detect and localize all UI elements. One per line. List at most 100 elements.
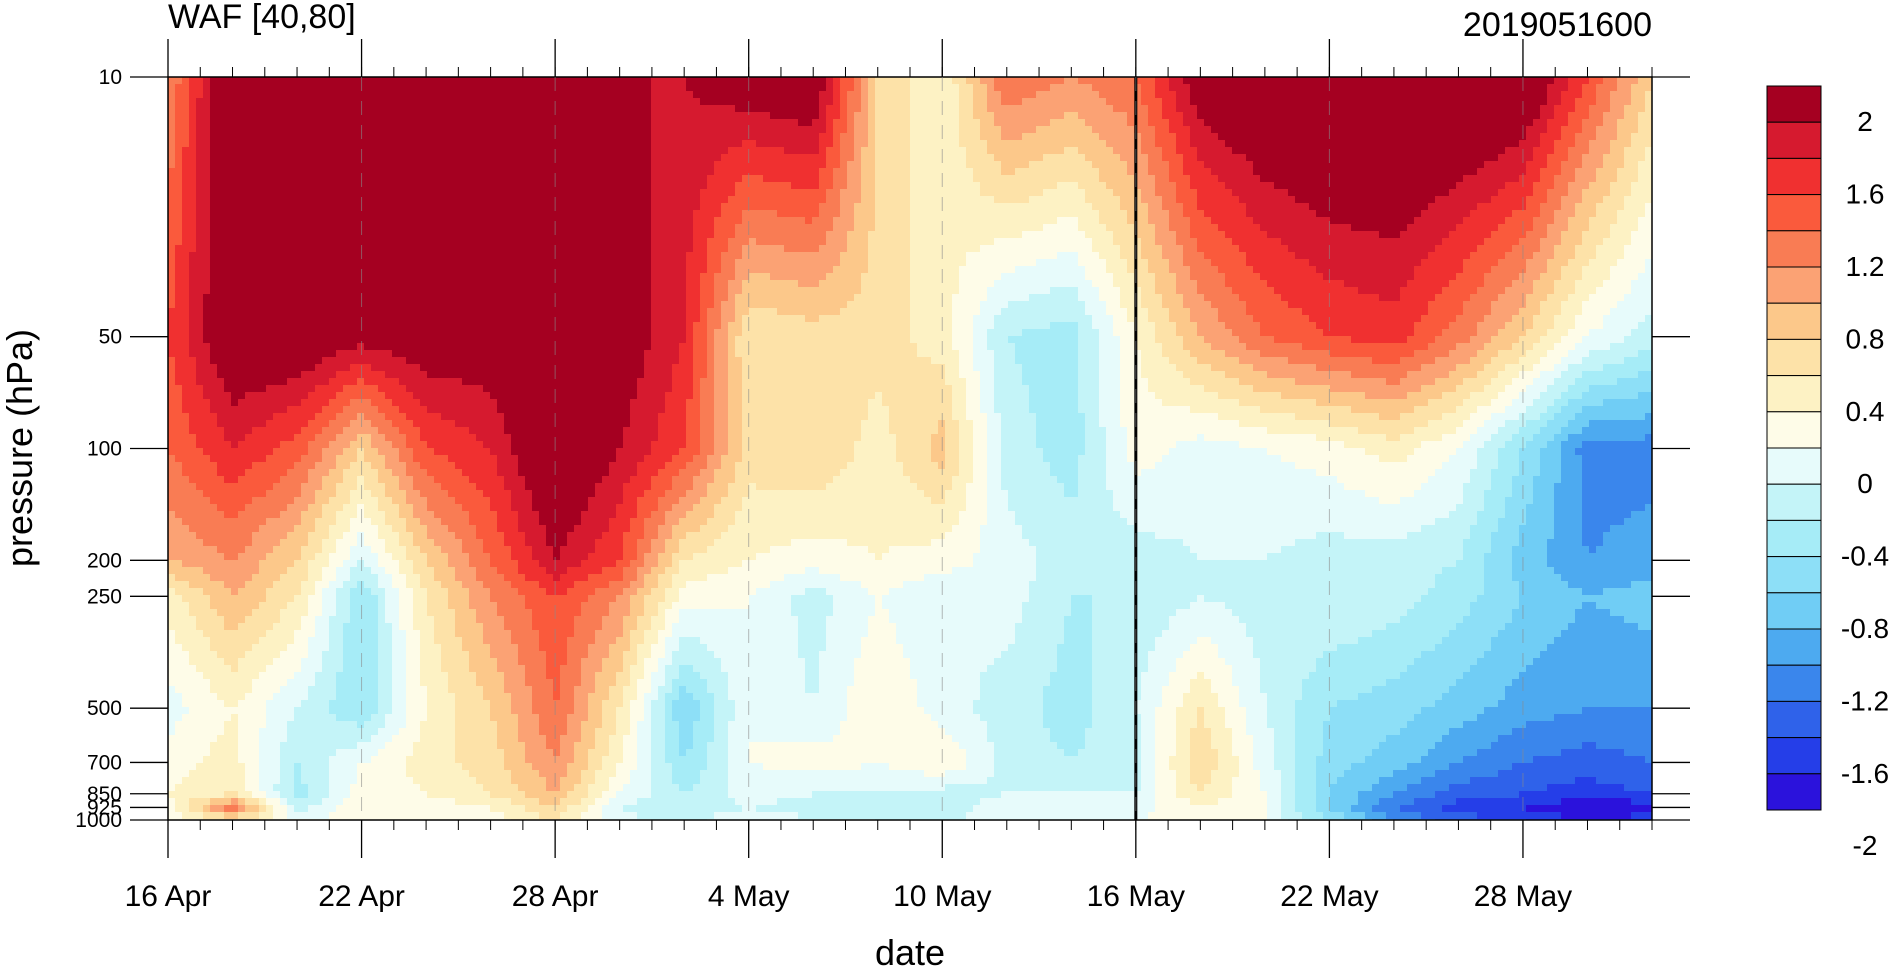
contour-cell bbox=[210, 84, 218, 92]
contour-cell bbox=[392, 238, 400, 246]
contour-cell bbox=[1036, 133, 1044, 141]
contour-cell bbox=[616, 126, 624, 134]
contour-cell bbox=[1428, 91, 1436, 99]
contour-cell bbox=[1036, 154, 1044, 162]
contour-cell bbox=[1505, 161, 1513, 169]
contour-cell bbox=[364, 217, 372, 225]
contour-cell bbox=[1589, 112, 1597, 120]
contour-cell bbox=[336, 119, 344, 127]
contour-cell bbox=[497, 231, 505, 239]
contour-cell bbox=[637, 154, 645, 162]
contour-cell bbox=[546, 189, 554, 197]
contour-cell bbox=[1638, 126, 1646, 134]
contour-cell bbox=[553, 98, 561, 106]
contour-cell bbox=[777, 140, 785, 148]
contour-cell bbox=[1365, 182, 1373, 190]
contour-cell bbox=[1414, 224, 1422, 232]
contour-cell bbox=[1050, 224, 1058, 232]
contour-cell bbox=[560, 182, 568, 190]
contour-cell bbox=[1512, 98, 1520, 106]
contour-cell bbox=[413, 217, 421, 225]
contour-cell bbox=[1197, 98, 1205, 106]
contour-cell bbox=[1491, 77, 1499, 85]
contour-cell bbox=[245, 147, 253, 155]
contour-cell bbox=[462, 210, 470, 218]
contour-cell bbox=[1400, 140, 1408, 148]
contour-cell bbox=[595, 91, 603, 99]
contour-cell bbox=[1001, 91, 1009, 99]
contour-cell bbox=[1267, 98, 1275, 106]
contour-cell bbox=[805, 77, 813, 85]
contour-cell bbox=[1043, 84, 1051, 92]
contour-cell bbox=[1267, 140, 1275, 148]
contour-cell bbox=[1106, 98, 1114, 106]
contour-cell bbox=[1183, 224, 1191, 232]
contour-cell bbox=[854, 154, 862, 162]
contour-cell bbox=[252, 175, 260, 183]
contour-cell bbox=[1106, 203, 1114, 211]
contour-cell bbox=[1470, 161, 1478, 169]
contour-cell bbox=[385, 84, 393, 92]
contour-cell bbox=[1274, 224, 1282, 232]
contour-cell bbox=[1106, 84, 1114, 92]
contour-cell bbox=[1183, 168, 1191, 176]
contour-cell bbox=[1617, 154, 1625, 162]
contour-cell bbox=[1463, 161, 1471, 169]
contour-cell bbox=[952, 98, 960, 106]
contour-cell bbox=[1253, 91, 1261, 99]
contour-cell bbox=[1477, 91, 1485, 99]
contour-cell bbox=[497, 98, 505, 106]
contour-cell bbox=[1505, 182, 1513, 190]
contour-cell bbox=[1414, 105, 1422, 113]
contour-cell bbox=[553, 161, 561, 169]
contour-cell bbox=[203, 133, 211, 141]
contour-cell bbox=[595, 189, 603, 197]
contour-cell bbox=[1484, 84, 1492, 92]
contour-cell bbox=[1239, 161, 1247, 169]
contour-cell bbox=[1575, 133, 1583, 141]
contour-cell bbox=[1505, 203, 1513, 211]
contour-cell bbox=[1001, 84, 1009, 92]
contour-cell bbox=[1155, 161, 1163, 169]
contour-cell bbox=[1057, 182, 1065, 190]
contour-cell bbox=[182, 210, 190, 218]
contour-cell bbox=[1043, 133, 1051, 141]
contour-cell bbox=[707, 168, 715, 176]
contour-cell bbox=[301, 84, 309, 92]
contour-cell bbox=[483, 182, 491, 190]
contour-cell bbox=[1547, 147, 1555, 155]
contour-cell bbox=[231, 154, 239, 162]
contour-cell bbox=[1379, 126, 1387, 134]
contour-cell bbox=[308, 224, 316, 232]
contour-cell bbox=[1512, 91, 1520, 99]
contour-cell bbox=[910, 168, 918, 176]
contour-cell bbox=[1253, 203, 1261, 211]
contour-cell bbox=[1064, 84, 1072, 92]
contour-cell bbox=[462, 189, 470, 197]
contour-cell bbox=[609, 196, 617, 204]
contour-cell bbox=[1043, 105, 1051, 113]
contour-cell bbox=[1526, 210, 1534, 218]
contour-cell bbox=[525, 161, 533, 169]
contour-cell bbox=[1603, 168, 1611, 176]
contour-cell bbox=[1456, 217, 1464, 225]
contour-cell bbox=[406, 168, 414, 176]
contour-cell bbox=[945, 147, 953, 155]
contour-cell bbox=[980, 98, 988, 106]
contour-cell bbox=[1078, 147, 1086, 155]
contour-cell bbox=[679, 154, 687, 162]
contour-cell bbox=[763, 210, 771, 218]
contour-cell bbox=[301, 175, 309, 183]
contour-cell bbox=[1204, 161, 1212, 169]
contour-cell bbox=[1561, 147, 1569, 155]
contour-cell bbox=[756, 175, 764, 183]
contour-cell bbox=[756, 91, 764, 99]
contour-cell bbox=[1183, 189, 1191, 197]
contour-cell bbox=[826, 210, 834, 218]
contour-cell bbox=[308, 168, 316, 176]
contour-cell bbox=[553, 210, 561, 218]
contour-cell bbox=[931, 161, 939, 169]
contour-cell bbox=[910, 189, 918, 197]
contour-cell bbox=[1099, 154, 1107, 162]
contour-cell bbox=[168, 119, 176, 127]
